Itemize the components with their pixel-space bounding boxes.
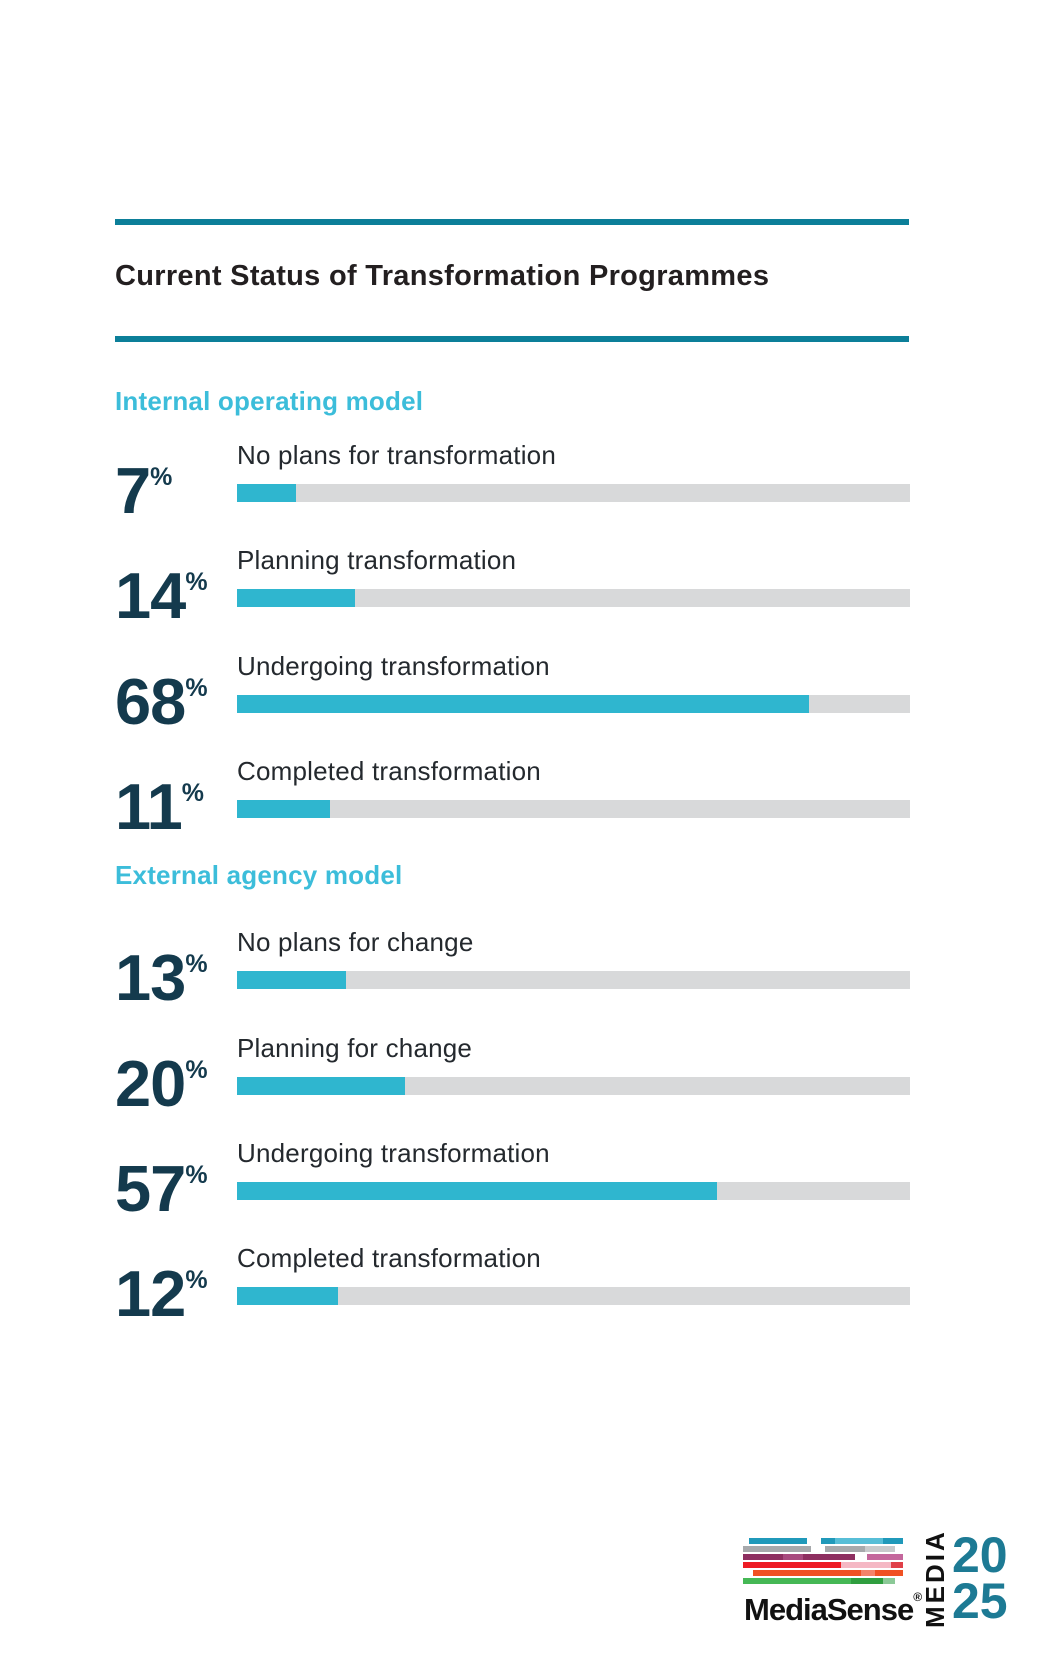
year-top: 20 <box>952 1527 1008 1583</box>
stat-row: 12% Completed transformation <box>115 1244 910 1326</box>
percent-sign: % <box>185 568 208 596</box>
brand-text: MediaSense <box>744 1592 914 1627</box>
divider-bottom <box>115 336 909 342</box>
bar-track <box>237 800 910 818</box>
bar-fill <box>237 1182 717 1200</box>
stat-number: 14 <box>115 559 186 632</box>
stat-number: 13 <box>115 941 186 1014</box>
media2025-year: 20 25 <box>952 1527 1008 1629</box>
stat-value: 12% <box>115 1261 208 1326</box>
bar-track <box>237 695 910 713</box>
percent-sign: % <box>185 674 208 702</box>
bar-track <box>237 1077 910 1095</box>
percent-sign: % <box>181 779 204 807</box>
bar-track <box>237 589 910 607</box>
stat-label: Undergoing transformation <box>237 651 550 681</box>
bar-fill <box>237 589 355 607</box>
stat-number: 12 <box>115 1257 186 1330</box>
percent-sign: % <box>185 950 208 978</box>
stat-value: 13% <box>115 945 208 1010</box>
stat-number: 7 <box>115 454 151 527</box>
stat-label: Planning transformation <box>237 545 517 575</box>
percent-sign: % <box>150 463 173 491</box>
stat-number: 11 <box>115 770 183 843</box>
bar-fill <box>237 1077 406 1095</box>
percent-sign: % <box>185 1161 208 1189</box>
stat-label: Planning for change <box>237 1033 473 1063</box>
stat-row: 20% Planning for change <box>115 1034 910 1116</box>
stat-value: 68% <box>115 669 208 734</box>
mediasense-logo-stripes <box>743 1538 903 1584</box>
stat-value: 7% <box>115 458 172 523</box>
stat-number: 68 <box>115 665 186 738</box>
stat-label: No plans for transformation <box>237 440 556 470</box>
bar-fill <box>237 484 296 502</box>
bar-fill <box>237 695 810 713</box>
stat-value: 14% <box>115 563 208 628</box>
stat-row: 68% Undergoing transformation <box>115 652 910 734</box>
bar-fill <box>237 1287 338 1305</box>
year-bottom: 25 <box>952 1573 1008 1629</box>
stat-value: 20% <box>115 1051 208 1116</box>
stat-label: Completed transformation <box>237 1243 541 1273</box>
stat-value: 11% <box>115 774 204 839</box>
page-title: Current Status of Transformation Program… <box>115 260 770 292</box>
bar-track <box>237 1287 910 1305</box>
section-header-internal: Internal operating model <box>115 386 424 416</box>
stat-number: 57 <box>115 1152 186 1225</box>
stat-row: 14% Planning transformation <box>115 546 910 628</box>
stat-row: 57% Undergoing transformation <box>115 1139 910 1221</box>
media2025-vertical-text: MEDIA <box>920 1529 950 1628</box>
mediasense-wordmark: MediaSense® <box>744 1590 922 1628</box>
stat-row: 7% No plans for transformation <box>115 441 910 523</box>
bar-track <box>237 1182 910 1200</box>
bar-track <box>237 971 910 989</box>
percent-sign: % <box>185 1266 208 1294</box>
bar-fill <box>237 800 330 818</box>
registered-trademark-symbol: ® <box>913 1590 922 1604</box>
bar-track <box>237 484 910 502</box>
stat-row: 13% No plans for change <box>115 928 910 1010</box>
stat-row: 11% Completed transformation <box>115 757 910 839</box>
percent-sign: % <box>185 1056 208 1084</box>
bar-fill <box>237 971 347 989</box>
stat-label: No plans for change <box>237 927 474 957</box>
stat-number: 20 <box>115 1047 186 1120</box>
stat-value: 57% <box>115 1156 208 1221</box>
section-header-external: External agency model <box>115 860 403 890</box>
stat-label: Completed transformation <box>237 756 541 786</box>
stat-label: Undergoing transformation <box>237 1138 550 1168</box>
divider-top <box>115 219 909 225</box>
